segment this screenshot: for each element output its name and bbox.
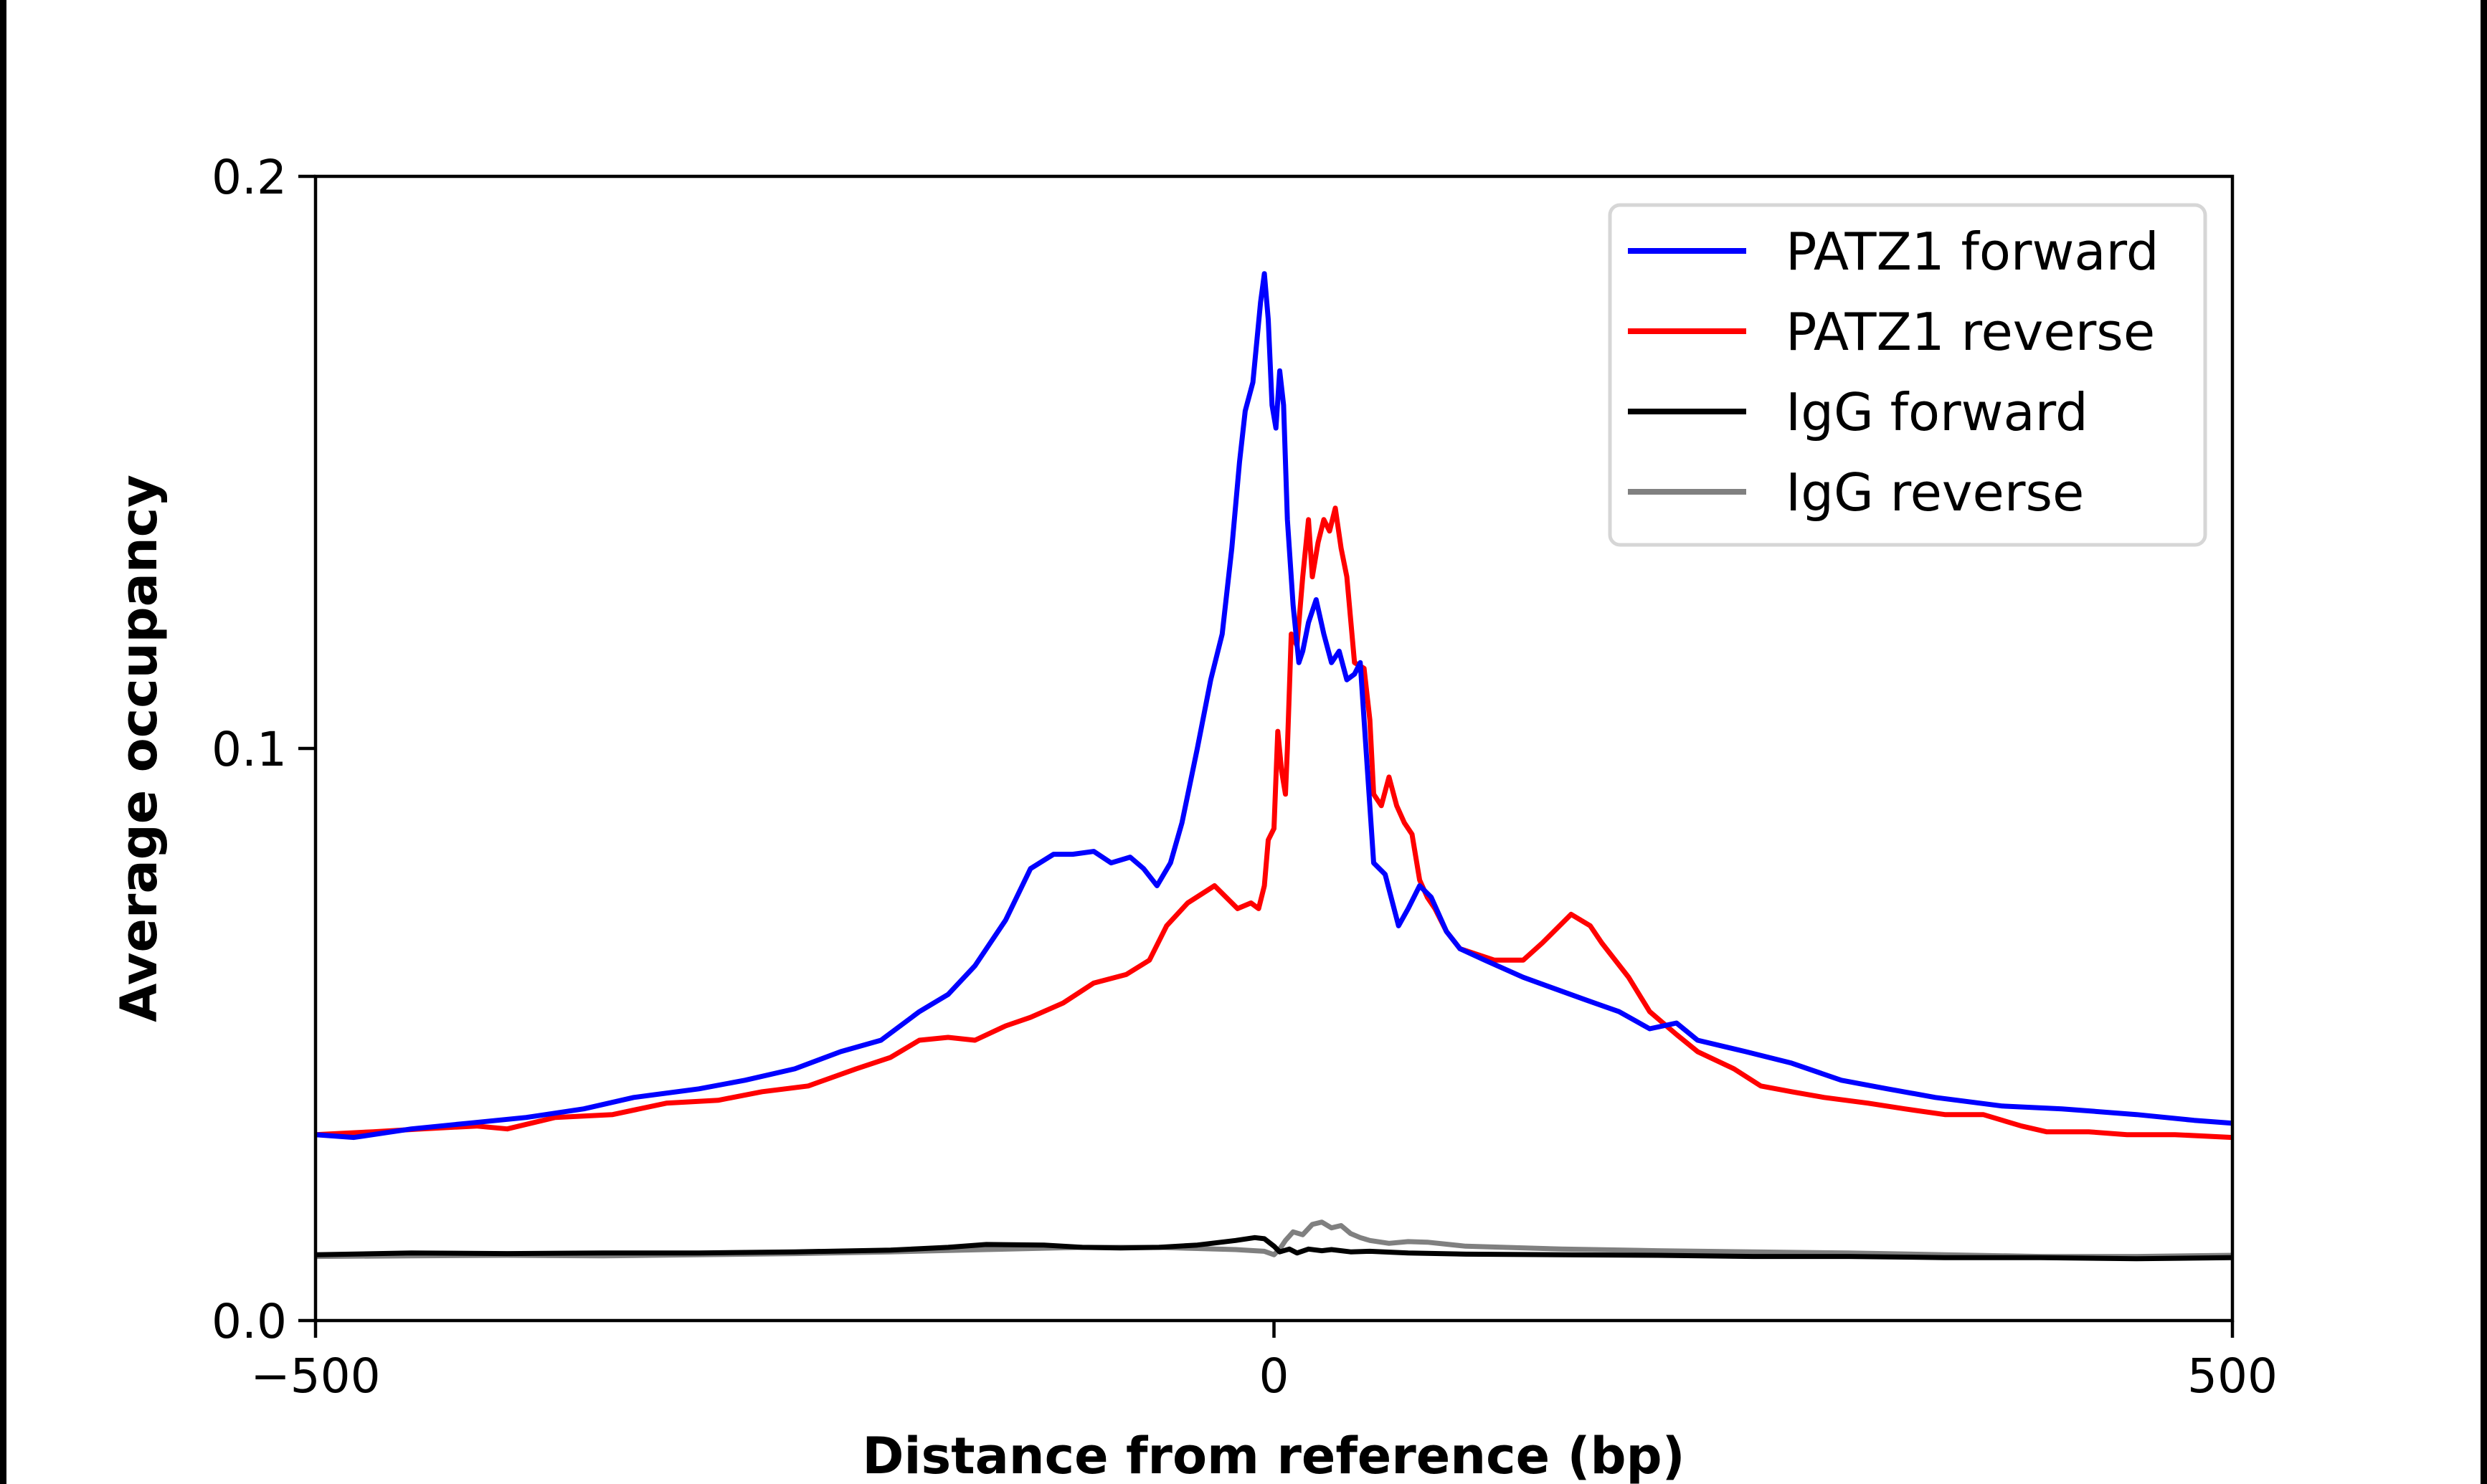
ticks-layer: −500 0 500 0.0 0.1 0.2 [212, 150, 2278, 1404]
x-axis-title: Distance from reference (bp) [862, 1427, 1685, 1484]
series-line-patz1-forward [315, 271, 2233, 1141]
legend: PATZ1 forward PATZ1 reverse IgG forward IgG… [1608, 203, 2207, 547]
x-tick-label: 500 [2187, 1349, 2278, 1404]
legend-label-patz1-forward: PATZ1 forward [1786, 222, 2159, 282]
y-tick-label: 0.1 [212, 722, 287, 777]
y-tick-label: 0.2 [212, 150, 287, 205]
series-line-patz1-reverse [315, 505, 2233, 1141]
x-tick-label: 0 [1259, 1349, 1289, 1404]
right-border [2481, 0, 2487, 1484]
legend-label-igg-forward: IgG forward [1786, 382, 2088, 442]
legend-label-patz1-reverse: PATZ1 reverse [1786, 302, 2155, 362]
series-layer [315, 271, 2233, 1262]
legend-frame [1608, 203, 2207, 547]
left-border [0, 0, 6, 1484]
series-line-igg-forward [315, 1235, 2233, 1262]
x-tick-label: −500 [250, 1349, 380, 1404]
legend-label-igg-reverse: IgG reverse [1786, 462, 2084, 523]
y-tick-label: 0.0 [212, 1294, 287, 1349]
y-axis-title: Average occupancy [110, 475, 169, 1022]
